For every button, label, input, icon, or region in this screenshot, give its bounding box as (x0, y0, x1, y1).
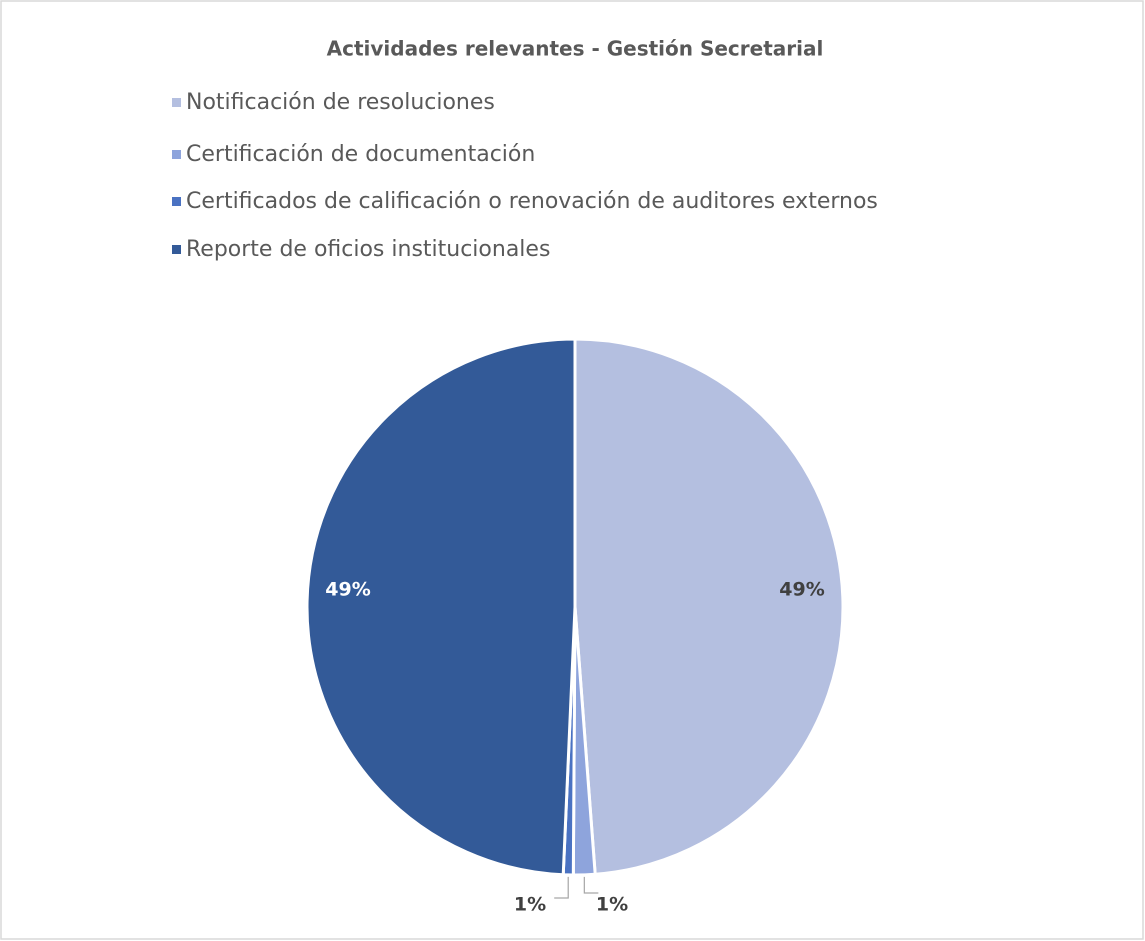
legend-swatch (172, 150, 181, 159)
data-label: 49% (325, 579, 370, 601)
data-label: 1% (514, 894, 546, 916)
data-label: 1% (596, 894, 628, 916)
leader-line (583, 876, 599, 894)
chart-title: Actividades relevantes - Gestión Secreta… (327, 37, 824, 61)
legend-swatch (172, 245, 181, 254)
data-label: 49% (779, 579, 824, 601)
legend-label: Certificación de documentación (186, 142, 535, 167)
legend-swatch (172, 197, 181, 206)
pie-slice (305, 337, 577, 877)
legend-swatch (172, 98, 181, 107)
leader-line (554, 876, 569, 899)
legend-label: Notificación de resoluciones (186, 90, 495, 115)
legend-label: Certificados de calificación o renovació… (186, 189, 878, 214)
legend-label: Reporte de oficios institucionales (186, 237, 550, 262)
pie-slice (573, 337, 845, 876)
